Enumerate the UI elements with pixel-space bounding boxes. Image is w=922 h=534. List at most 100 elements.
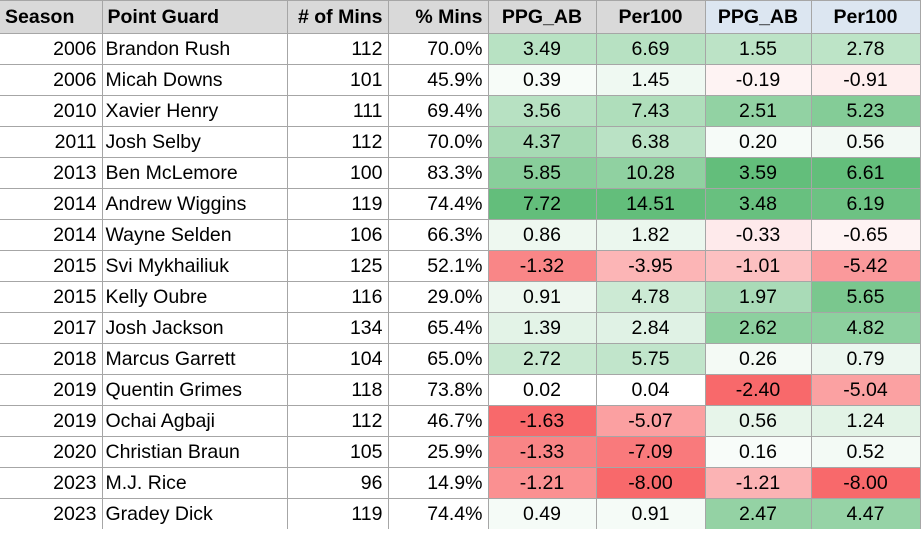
cell-mins[interactable]: 119: [286, 188, 389, 220]
cell-per100-1[interactable]: 6.69: [595, 33, 706, 65]
cell-pct-mins[interactable]: 83.3%: [387, 157, 489, 189]
cell-ppg-ab-1[interactable]: 0.39: [487, 64, 597, 96]
cell-mins[interactable]: 125: [286, 250, 389, 282]
cell-season[interactable]: 2014: [0, 219, 103, 251]
cell-pct-mins[interactable]: 65.0%: [387, 343, 489, 375]
cell-ppg-ab-1[interactable]: 1.39: [487, 312, 597, 344]
cell-ppg-ab-2[interactable]: -0.19: [704, 64, 812, 96]
header-ppg-ab-1[interactable]: PPG_AB: [487, 0, 597, 34]
cell-mins[interactable]: 118: [286, 374, 389, 406]
cell-ppg-ab-1[interactable]: 7.72: [487, 188, 597, 220]
header-ppg-ab-2[interactable]: PPG_AB: [704, 0, 812, 34]
cell-per100-2[interactable]: 1.24: [810, 405, 921, 437]
cell-pct-mins[interactable]: 66.3%: [387, 219, 489, 251]
cell-per100-2[interactable]: -5.42: [810, 250, 921, 282]
cell-per100-1[interactable]: 10.28: [595, 157, 706, 189]
cell-ppg-ab-1[interactable]: -1.33: [487, 436, 597, 468]
cell-pct-mins[interactable]: 14.9%: [387, 467, 489, 499]
header-per100-2[interactable]: Per100: [810, 0, 921, 34]
cell-mins[interactable]: 134: [286, 312, 389, 344]
cell-per100-1[interactable]: -3.95: [595, 250, 706, 282]
cell-pct-mins[interactable]: 29.0%: [387, 281, 489, 313]
cell-per100-1[interactable]: -8.00: [595, 467, 706, 499]
cell-mins[interactable]: 105: [286, 436, 389, 468]
cell-season[interactable]: 2013: [0, 157, 103, 189]
cell-season[interactable]: 2006: [0, 64, 103, 96]
cell-pct-mins[interactable]: 74.4%: [387, 188, 489, 220]
cell-mins[interactable]: 112: [286, 33, 389, 65]
cell-season[interactable]: 2017: [0, 312, 103, 344]
cell-ppg-ab-1[interactable]: 0.86: [487, 219, 597, 251]
cell-pct-mins[interactable]: 52.1%: [387, 250, 489, 282]
cell-per100-2[interactable]: 6.19: [810, 188, 921, 220]
cell-mins[interactable]: 112: [286, 126, 389, 158]
cell-per100-2[interactable]: -0.91: [810, 64, 921, 96]
cell-ppg-ab-1[interactable]: -1.63: [487, 405, 597, 437]
cell-ppg-ab-2[interactable]: 3.59: [704, 157, 812, 189]
cell-ppg-ab-2[interactable]: -2.40: [704, 374, 812, 406]
cell-ppg-ab-1[interactable]: 5.85: [487, 157, 597, 189]
header-pct-mins[interactable]: % Mins: [387, 0, 489, 34]
cell-ppg-ab-2[interactable]: -1.21: [704, 467, 812, 499]
cell-ppg-ab-1[interactable]: 0.49: [487, 498, 597, 529]
cell-per100-1[interactable]: 14.51: [595, 188, 706, 220]
cell-per100-2[interactable]: 4.82: [810, 312, 921, 344]
cell-per100-1[interactable]: 1.45: [595, 64, 706, 96]
header-per100-1[interactable]: Per100: [595, 0, 706, 34]
cell-ppg-ab-2[interactable]: 1.97: [704, 281, 812, 313]
cell-ppg-ab-2[interactable]: 0.16: [704, 436, 812, 468]
cell-per100-2[interactable]: 0.56: [810, 126, 921, 158]
cell-per100-1[interactable]: 0.04: [595, 374, 706, 406]
cell-per100-2[interactable]: 6.61: [810, 157, 921, 189]
cell-per100-2[interactable]: 4.47: [810, 498, 921, 529]
cell-per100-1[interactable]: 1.82: [595, 219, 706, 251]
cell-season[interactable]: 2018: [0, 343, 103, 375]
cell-mins[interactable]: 96: [286, 467, 389, 499]
cell-ppg-ab-1[interactable]: -1.32: [487, 250, 597, 282]
cell-season[interactable]: 2019: [0, 405, 103, 437]
cell-per100-2[interactable]: 0.52: [810, 436, 921, 468]
cell-pct-mins[interactable]: 74.4%: [387, 498, 489, 529]
cell-season[interactable]: 2015: [0, 250, 103, 282]
cell-player[interactable]: Kelly Oubre: [101, 281, 288, 313]
cell-ppg-ab-1[interactable]: 3.49: [487, 33, 597, 65]
cell-ppg-ab-2[interactable]: 0.20: [704, 126, 812, 158]
cell-player[interactable]: Gradey Dick: [101, 498, 288, 529]
cell-ppg-ab-2[interactable]: -0.33: [704, 219, 812, 251]
cell-per100-1[interactable]: -5.07: [595, 405, 706, 437]
cell-pct-mins[interactable]: 69.4%: [387, 95, 489, 127]
cell-ppg-ab-2[interactable]: 2.51: [704, 95, 812, 127]
cell-mins[interactable]: 119: [286, 498, 389, 529]
cell-season[interactable]: 2014: [0, 188, 103, 220]
cell-season[interactable]: 2019: [0, 374, 103, 406]
cell-pct-mins[interactable]: 46.7%: [387, 405, 489, 437]
cell-ppg-ab-2[interactable]: 3.48: [704, 188, 812, 220]
cell-per100-1[interactable]: 5.75: [595, 343, 706, 375]
cell-mins[interactable]: 100: [286, 157, 389, 189]
cell-per100-2[interactable]: -5.04: [810, 374, 921, 406]
cell-player[interactable]: Josh Selby: [101, 126, 288, 158]
cell-player[interactable]: Josh Jackson: [101, 312, 288, 344]
cell-player[interactable]: Marcus Garrett: [101, 343, 288, 375]
cell-mins[interactable]: 111: [286, 95, 389, 127]
cell-pct-mins[interactable]: 70.0%: [387, 33, 489, 65]
cell-player[interactable]: Quentin Grimes: [101, 374, 288, 406]
cell-pct-mins[interactable]: 70.0%: [387, 126, 489, 158]
cell-ppg-ab-1[interactable]: -1.21: [487, 467, 597, 499]
cell-player[interactable]: Wayne Selden: [101, 219, 288, 251]
cell-mins[interactable]: 116: [286, 281, 389, 313]
cell-player[interactable]: Xavier Henry: [101, 95, 288, 127]
cell-mins[interactable]: 104: [286, 343, 389, 375]
cell-pct-mins[interactable]: 65.4%: [387, 312, 489, 344]
cell-player[interactable]: Christian Braun: [101, 436, 288, 468]
cell-per100-1[interactable]: 7.43: [595, 95, 706, 127]
cell-per100-2[interactable]: 5.65: [810, 281, 921, 313]
header-season[interactable]: Season: [0, 0, 103, 34]
cell-per100-1[interactable]: 6.38: [595, 126, 706, 158]
cell-pct-mins[interactable]: 45.9%: [387, 64, 489, 96]
cell-per100-2[interactable]: -0.65: [810, 219, 921, 251]
cell-ppg-ab-1[interactable]: 0.91: [487, 281, 597, 313]
cell-ppg-ab-2[interactable]: 2.62: [704, 312, 812, 344]
cell-player[interactable]: Ben McLemore: [101, 157, 288, 189]
cell-ppg-ab-1[interactable]: 4.37: [487, 126, 597, 158]
